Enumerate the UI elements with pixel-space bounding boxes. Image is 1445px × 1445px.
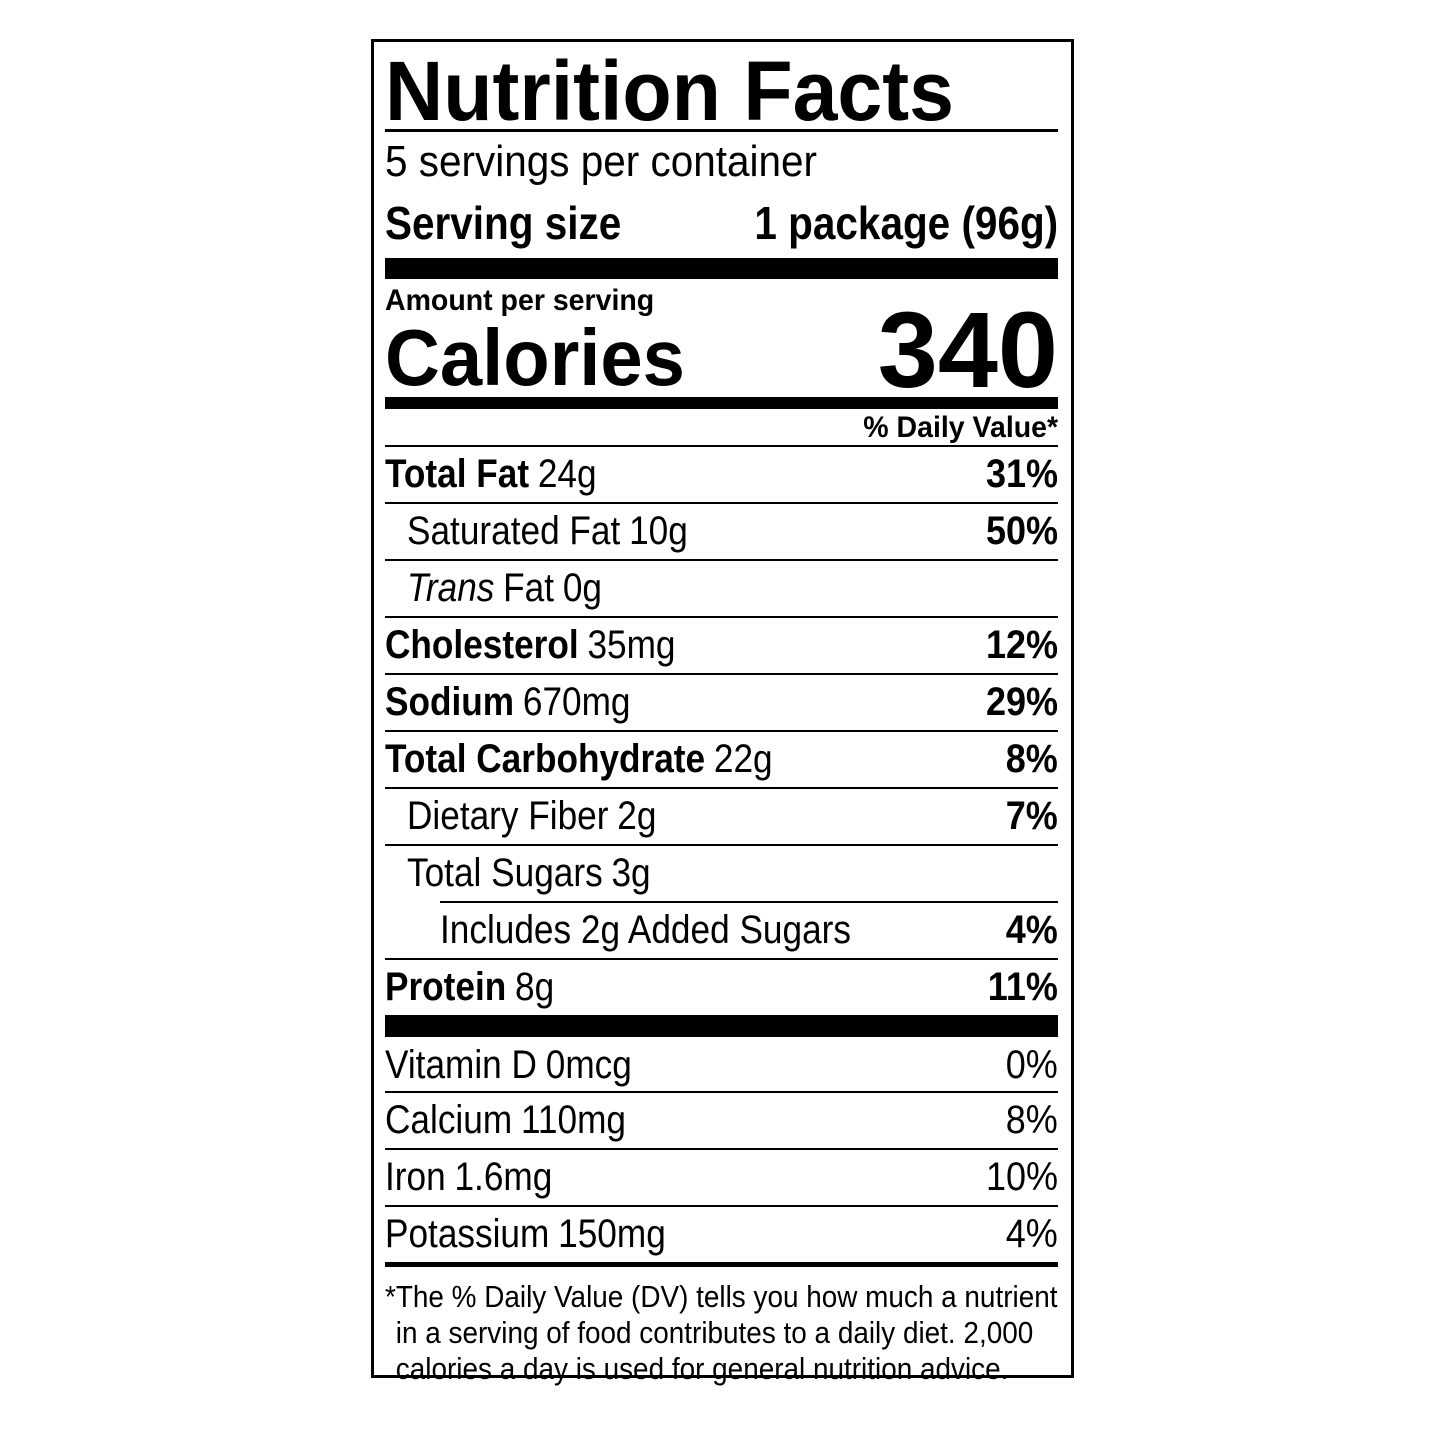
nutrient-amount: 8g [515,965,555,1009]
nutrient-row: Total Carbohydrate 22g 8% [385,730,1058,787]
footnote: *The % Daily Value (DV) tells you how mu… [385,1279,1058,1387]
nutrient-row: Protein 8g 11% [385,958,1058,1015]
footnote-line: *The % Daily Value (DV) tells you how mu… [385,1279,1058,1314]
footnote-line: in a serving of food contributes to a da… [395,1315,1034,1350]
nutrient-dv: 29% [985,680,1058,724]
nutrient-amount: 22g [713,737,773,781]
vitamin-dv: 0% [1005,1043,1058,1087]
nutrient-dv: 4% [1005,908,1058,952]
nutrient-row: Cholesterol 35mg 12% [385,616,1058,673]
nutrient-dv: 8% [1005,737,1058,781]
vitamin-dv: 10% [985,1155,1058,1199]
nutrient-row: Total Fat 24g 31% [385,445,1058,502]
servings: 5 servings per container [385,137,1058,187]
vitamin-name: Calcium [385,1098,513,1142]
rule [385,129,1058,132]
nutrient-row: Includes 2g Added Sugars 4% [440,901,1058,958]
nutrient-dv: 7% [1005,794,1058,838]
nutrient-amount: 670mg [522,680,631,724]
nutrient-dv: 50% [985,509,1058,553]
nutrient-dv: 31% [985,452,1058,496]
nutrient-amount: 35mg [587,623,676,667]
nutrient-name: Total Carbohydrate [385,737,706,781]
nutrient-name: Protein [385,965,507,1009]
serving-size-label: Serving size [385,197,622,249]
nutrient-dv: 12% [985,623,1058,667]
nutrient-name-italic: Trans [407,566,495,610]
title: Nutrition Facts [385,48,1058,134]
nutrient-amount: 24g [537,452,597,496]
servings-text: 5 servings per container [385,137,818,186]
vitamin-dv: 4% [1005,1212,1058,1256]
vitamin-row: Iron 1.6mg 10% [385,1148,1058,1205]
vitamin-amount: 150mg [558,1212,666,1256]
dv-header: % Daily Value* [385,410,1058,445]
nutrient-name: Includes 2g Added Sugars [440,908,851,952]
nutrient-name: Fat [503,566,555,610]
vitamin-name: Vitamin D [385,1043,537,1087]
vitamin-amount: 1.6mg [454,1155,553,1199]
vitamin-name: Potassium [385,1212,550,1256]
vitamin-amount: 0mcg [545,1043,632,1087]
serving-size: Serving size 1 package (96g) [385,197,1058,249]
nutrient-name: Total Sugars [407,851,603,895]
calories-value: 340 [877,289,1058,410]
footnote-line: calories a day is used for general nutri… [395,1351,1009,1386]
vitamin-dv: 8% [1005,1098,1058,1142]
thick-bar [385,1015,1058,1037]
nutrient-row: Saturated Fat 10g 50% [385,502,1058,559]
nutrient-amount: 10g [629,509,688,553]
nutrient-name: Total Fat [385,452,530,496]
calories-row: Calories 340 [385,296,1058,404]
vitamin-name: Iron [385,1155,446,1199]
nutrient-amount: 3g [611,851,651,895]
nutrient-name: Saturated Fat [407,509,621,553]
dv-header-text: % Daily Value* [863,411,1058,444]
nutrient-row: Dietary Fiber 2g 7% [385,787,1058,844]
title-text: Nutrition Facts [385,44,954,138]
nutrient-name: Sodium [385,680,515,724]
nutrient-name: Dietary Fiber [407,794,609,838]
nutrient-dv: 11% [987,965,1058,1009]
nutrition-label: Nutrition Facts 5 servings per container… [371,39,1074,1386]
calories-label: Calories [385,313,685,402]
rule [385,1262,1058,1267]
vitamin-row: Calcium 110mg 8% [385,1091,1058,1148]
nutrient-row: Total Sugars 3g [385,844,1058,901]
nutrient-name: Cholesterol [385,623,579,667]
vitamin-row: Vitamin D 0mcg 0% [385,1037,1058,1094]
nutrient-row: Sodium 670mg 29% [385,673,1058,730]
nutrient-row: Trans Fat 0g [385,559,1058,616]
amount-text: Amount per serving [385,284,655,317]
vitamin-amount: 110mg [520,1098,626,1142]
medium-bar [385,397,1058,409]
amount-per-serving: Amount per serving [385,284,1058,318]
thick-bar [385,258,1058,279]
nutrient-amount: 0g [562,566,602,610]
vitamin-row: Potassium 150mg 4% [385,1205,1058,1262]
nutrient-amount: 2g [617,794,657,838]
serving-size-value: 1 package (96g) [754,197,1058,249]
